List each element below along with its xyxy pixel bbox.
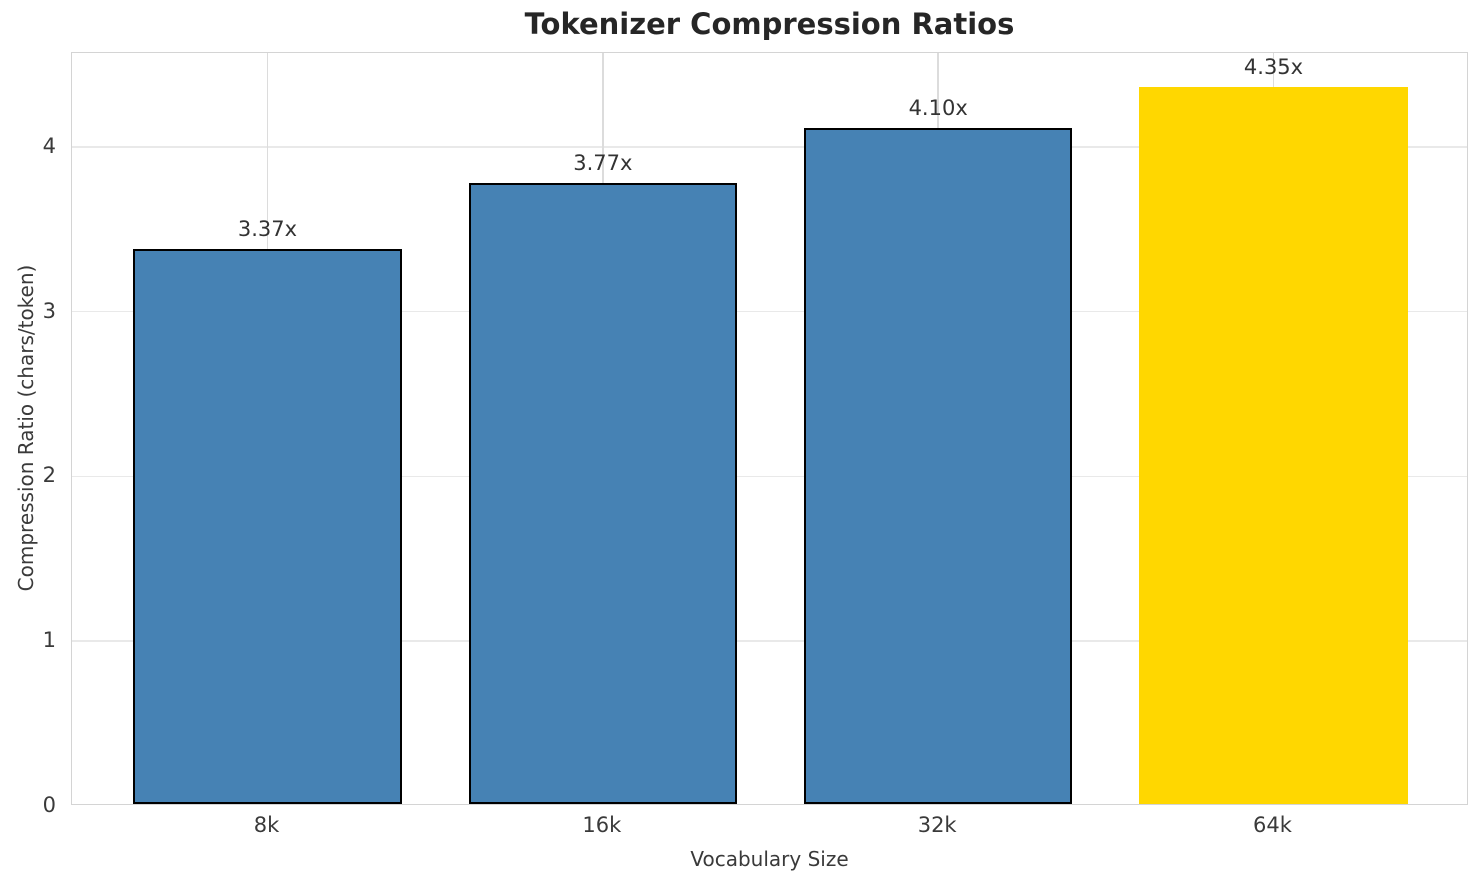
- y-tick-label: 0: [42, 793, 56, 817]
- chart-title: Tokenizer Compression Ratios: [524, 7, 1015, 41]
- x-tick-label: 32k: [917, 813, 957, 837]
- y-tick-label: 4: [42, 133, 56, 158]
- bar: [804, 128, 1073, 804]
- x-tick-label: 64k: [1253, 813, 1292, 837]
- bar: [468, 182, 737, 804]
- bar: [1139, 87, 1408, 804]
- y-tick-label: 3: [42, 298, 56, 323]
- x-axis-label: Vocabulary Size: [690, 847, 849, 871]
- h-gridline: [72, 310, 1467, 313]
- x-tick-label: 16k: [582, 813, 622, 837]
- bar: [133, 248, 402, 804]
- h-gridline: [72, 640, 1467, 642]
- h-gridline: [72, 146, 1467, 148]
- plot-area: 3.37x 3.77x 4.10x 4.35x: [71, 52, 1468, 805]
- y-tick-label: 1: [42, 628, 56, 653]
- h-gridline: [72, 475, 1467, 478]
- bar-value-label: 3.37x: [237, 216, 298, 241]
- bar-value-label: 3.77x: [573, 150, 633, 175]
- bar-value-label: 4.10x: [908, 96, 968, 121]
- x-tick-label: 8k: [253, 813, 280, 837]
- bar-value-label: 4.35x: [1243, 55, 1304, 80]
- y-tick-label: 2: [42, 463, 56, 488]
